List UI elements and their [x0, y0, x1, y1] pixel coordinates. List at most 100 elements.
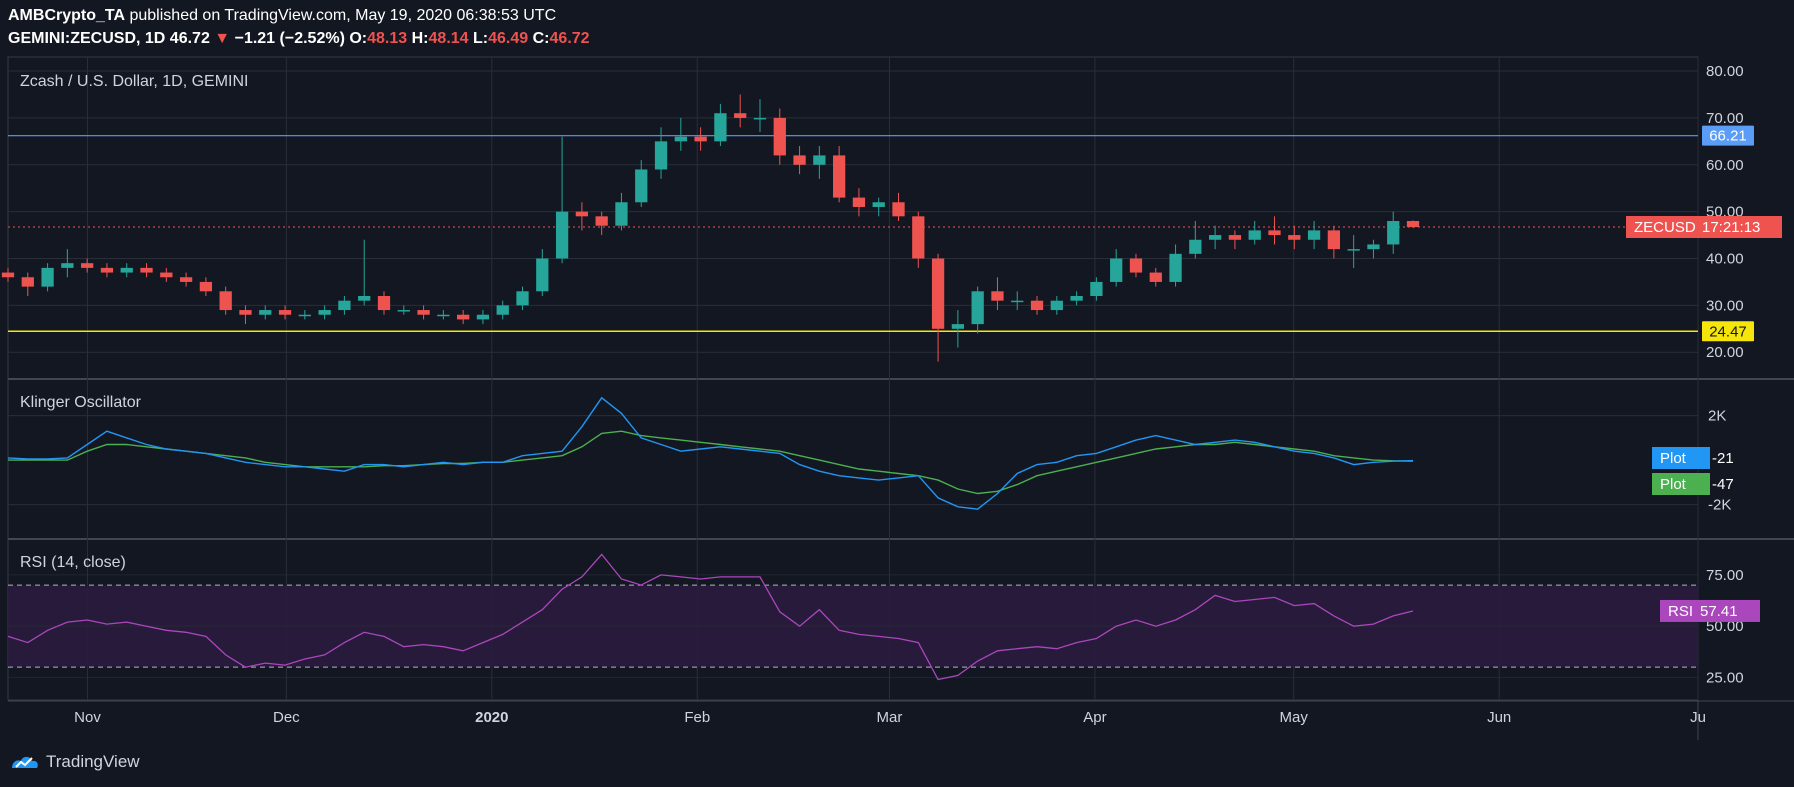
candle — [793, 146, 806, 175]
close-label: C: — [532, 30, 550, 47]
candle-body — [694, 136, 707, 142]
candle-body — [714, 113, 727, 142]
candle-body — [179, 277, 193, 282]
candle — [753, 99, 767, 132]
candle — [318, 305, 331, 320]
candle-body — [278, 310, 292, 315]
date-tick-label: Nov — [74, 709, 101, 726]
candle — [496, 300, 509, 320]
candle-body — [674, 136, 687, 142]
rsi-badge: RSI 57.41 — [1660, 599, 1760, 622]
candle — [1347, 235, 1360, 268]
candle-body — [1307, 230, 1321, 240]
rsi-pane-title: RSI (14, close) — [20, 554, 126, 571]
candle-body — [1248, 230, 1261, 240]
candle — [457, 310, 470, 325]
candle-body — [1228, 235, 1242, 240]
candle-body — [1367, 244, 1380, 250]
candle-body — [1169, 253, 1182, 282]
candle-body — [120, 267, 133, 273]
candle — [219, 286, 232, 315]
candle-body — [259, 310, 272, 315]
klinger-badge-name: Plot — [1660, 476, 1687, 493]
candle — [694, 127, 707, 151]
candle — [773, 108, 786, 165]
klinger-badge-bg — [1652, 447, 1710, 469]
candle-body — [1129, 258, 1143, 273]
candle-body — [852, 197, 866, 207]
klinger-badge-name: Plot — [1660, 450, 1687, 467]
high-value: 48.14 — [428, 30, 469, 47]
candle-body — [654, 141, 668, 170]
klinger-badge-bg — [1652, 473, 1710, 495]
candle-body — [753, 117, 767, 120]
candle — [100, 263, 114, 278]
candle-body — [1288, 235, 1301, 240]
candle-body — [298, 314, 311, 317]
candle — [872, 197, 885, 217]
rsi-tick-label: 75.00 — [1706, 567, 1744, 584]
rsi-badge-bg — [1660, 599, 1760, 622]
publisher-name[interactable]: AMBCrypto_TA — [8, 7, 126, 24]
resistance-badge: 66.21 — [1702, 125, 1754, 146]
candle-body — [1268, 230, 1281, 236]
candle — [179, 272, 193, 287]
candle — [160, 267, 173, 282]
date-tick-label: Feb — [684, 709, 710, 726]
publish-info: published on TradingView.com, May 19, 20… — [129, 7, 557, 24]
klinger-badge-value: -47 — [1712, 476, 1734, 493]
candle — [1307, 221, 1321, 250]
candle — [1268, 216, 1281, 245]
candle — [734, 94, 747, 128]
open-label: O: — [349, 30, 368, 47]
candle — [1149, 267, 1162, 287]
klinger-badge-value: -21 — [1712, 450, 1734, 467]
candle — [437, 310, 450, 320]
klinger-tick-label: -2K — [1708, 497, 1731, 514]
candle — [1248, 221, 1261, 245]
candle-body — [595, 216, 608, 226]
rsi-badge-name: RSI — [1668, 603, 1693, 620]
candle — [615, 192, 628, 231]
support-badge: 24.47 — [1702, 321, 1754, 342]
date-tick-label: Apr — [1083, 709, 1106, 726]
support-badge-text: 24.47 — [1709, 323, 1747, 340]
date-tick-label: 2020 — [475, 709, 508, 726]
candle-body — [338, 300, 351, 311]
candle-body — [318, 310, 331, 315]
klinger-plot-badge: Plot -21 — [1652, 447, 1734, 469]
candle-body — [1149, 272, 1162, 282]
candle — [1406, 220, 1420, 229]
last-price-badge-bg — [1626, 216, 1782, 239]
rsi-line — [7, 553, 1414, 681]
candle-body — [1090, 281, 1103, 296]
candle-body — [1189, 239, 1202, 254]
candle-body — [457, 314, 470, 320]
candle-body — [536, 258, 549, 292]
candle-body — [1347, 249, 1360, 251]
candle-body — [813, 155, 826, 165]
price-tick-label: 20.00 — [1706, 344, 1744, 361]
high-label: H: — [411, 30, 429, 47]
rsi-tick-label: 50.00 — [1706, 618, 1744, 635]
candle-body — [41, 267, 54, 287]
candle — [912, 211, 925, 268]
candle — [536, 249, 549, 296]
candle — [833, 146, 846, 203]
down-arrow-icon: ▼ — [214, 30, 231, 47]
close-value: 46.72 — [549, 30, 590, 47]
candle-body — [1208, 235, 1222, 240]
tradingview-footer[interactable]: TradingView — [10, 752, 140, 772]
last-price: 46.72 — [169, 30, 210, 47]
publish-header: AMBCrypto_TA published on TradingView.co… — [8, 7, 556, 25]
candle-body — [931, 258, 945, 329]
candle — [21, 272, 34, 296]
candle — [951, 310, 965, 348]
candle-body — [1387, 221, 1400, 245]
price-pane-title: Zcash / U.S. Dollar, 1D, GEMINI — [20, 73, 249, 90]
candle-body — [951, 324, 965, 329]
price-tick-label: 40.00 — [1706, 251, 1744, 268]
rsi-badge-value: 57.41 — [1700, 603, 1738, 620]
candle — [813, 146, 826, 179]
